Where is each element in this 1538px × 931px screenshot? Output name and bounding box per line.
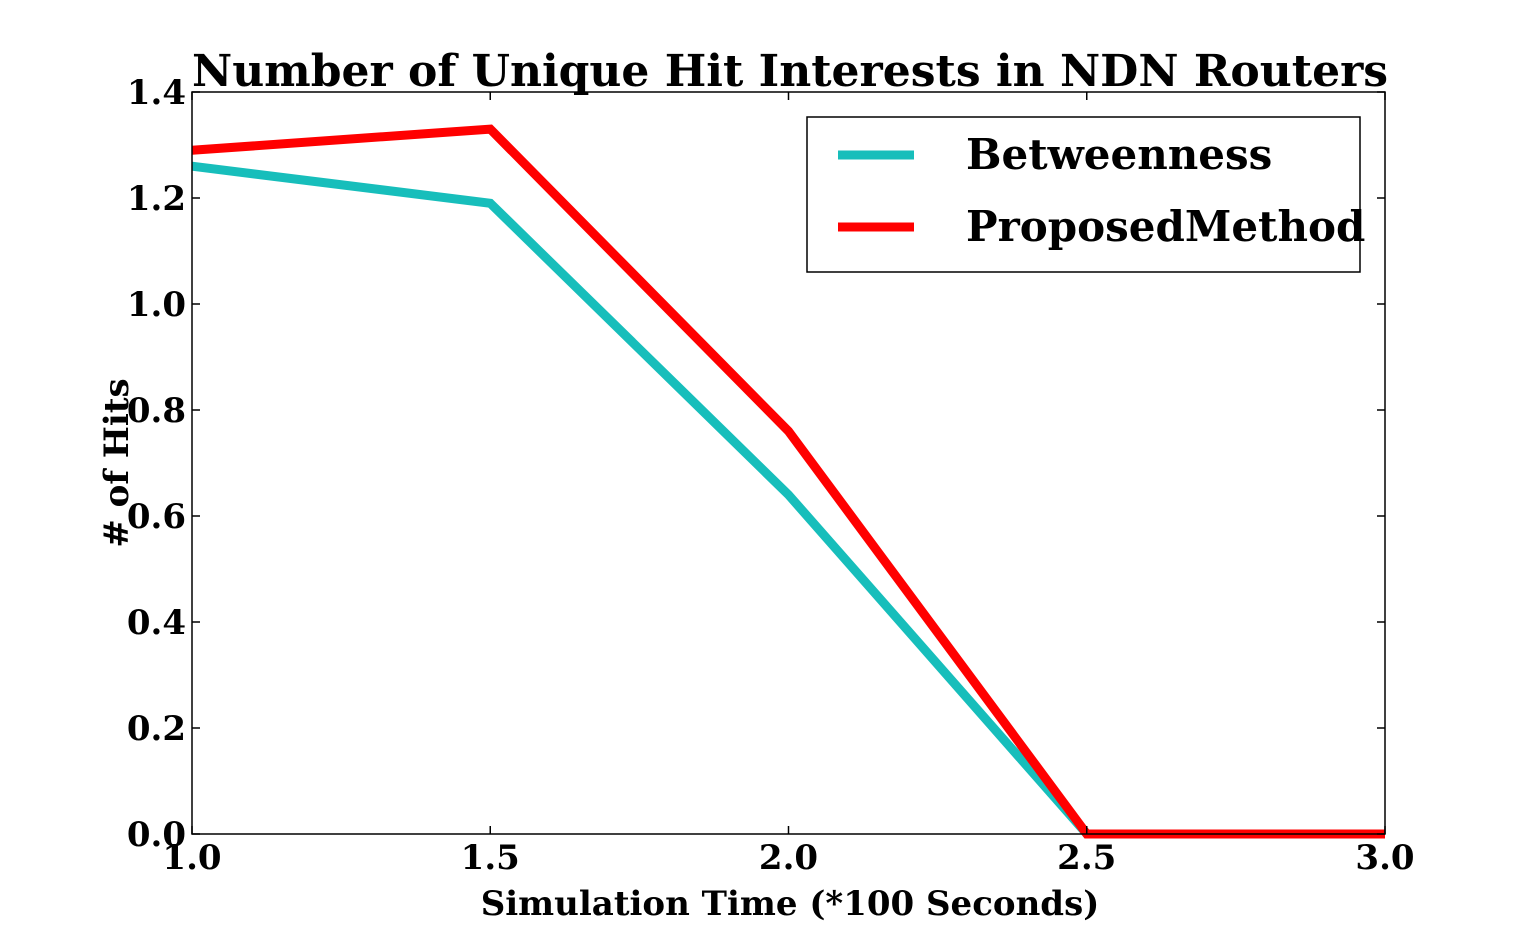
y-tick-label: 1.0 <box>127 285 186 325</box>
y-tick-label: 1.2 <box>127 179 186 219</box>
y-tick-label: 0.8 <box>127 391 186 431</box>
legend-label-0: Betweenness <box>966 130 1272 179</box>
y-tick-label: 0.2 <box>127 709 186 749</box>
y-axis-ticks: 0.0 0.2 0.4 0.6 0.8 1.0 1.2 1.4 <box>127 73 1385 855</box>
legend-box <box>806 116 1361 273</box>
legend-label-1: ProposedMethod <box>966 202 1365 251</box>
y-tick-label: 0.4 <box>127 603 186 643</box>
x-tick-label: 2.5 <box>1057 838 1116 878</box>
y-tick-label: 1.4 <box>127 73 186 113</box>
x-tick-label: 1.0 <box>162 838 221 878</box>
y-tick-label: 0.6 <box>127 497 186 537</box>
x-tick-label: 2.0 <box>759 838 818 878</box>
y-tick-label: 0.0 <box>127 815 186 855</box>
legend: Betweenness ProposedMethod <box>806 116 1365 273</box>
x-tick-label: 1.5 <box>461 838 520 878</box>
x-tick-label: 3.0 <box>1355 838 1414 878</box>
chart-title: Number of Unique Hit Interests in NDN Ro… <box>192 46 1388 97</box>
x-axis-ticks: 1.0 1.5 2.0 2.5 3.0 <box>162 92 1415 878</box>
x-axis-label: Simulation Time (*100 Seconds) <box>481 884 1100 924</box>
y-axis-label: # of Hits <box>97 378 137 547</box>
